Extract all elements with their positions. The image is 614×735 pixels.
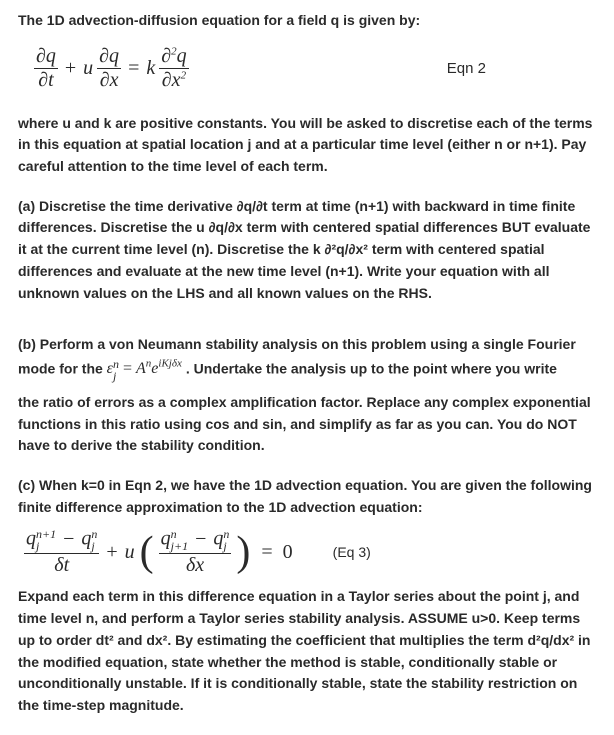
- equation-2-label: Eqn 2: [447, 57, 486, 80]
- dqdt-fraction: ∂q ∂t: [34, 46, 58, 91]
- part-b-post: . Undertake the analysis up to the point…: [186, 360, 557, 376]
- dqdx-fraction: ∂q ∂x: [97, 46, 121, 91]
- minus-op: −: [56, 528, 81, 550]
- d2qdx2-num: ∂2q: [159, 46, 188, 67]
- sub: j: [91, 540, 97, 552]
- q-symbol: q: [213, 528, 223, 550]
- q3-supsub: nj+1: [171, 528, 188, 552]
- eq3-t1-num: qn+1j − qnj: [24, 528, 99, 552]
- part-c-intro: (c) When k=0 in Eqn 2, we have the 1D ad…: [18, 475, 596, 518]
- fourier-mode-expression: εnj = AneiKjδx: [107, 360, 186, 377]
- eq3-term1: qn+1j − qnj δt: [24, 528, 99, 576]
- sub: j: [36, 540, 56, 552]
- plus-op: +: [103, 537, 120, 568]
- problem-page: The 1D advection-diffusion equation for …: [0, 0, 614, 735]
- plus-op: +: [62, 53, 79, 84]
- u-symbol: u: [83, 53, 93, 84]
- q-symbol: q: [161, 528, 171, 550]
- equals-op: =: [125, 53, 142, 84]
- sub: j+1: [171, 540, 188, 552]
- q2-supsub: nj: [91, 528, 97, 552]
- e-sup: iKjδx: [158, 358, 181, 370]
- q4-supsub: nj: [223, 528, 229, 552]
- left-paren: (: [139, 538, 155, 567]
- part-c-body: Expand each term in this difference equa…: [18, 586, 596, 716]
- sup-2: 2: [181, 69, 187, 81]
- equation-3: qn+1j − qnj δt + u ( qnj+1 − qnj δx ) = …: [24, 528, 371, 576]
- dqdt-num: ∂q: [34, 46, 58, 67]
- sub: j: [223, 540, 229, 552]
- dx-symbol: ∂x: [162, 69, 181, 91]
- right-paren: ): [235, 538, 251, 567]
- equation-2: ∂q ∂t + u ∂q ∂x = k ∂2q ∂x2: [34, 46, 189, 91]
- dqdx-num: ∂q: [97, 46, 121, 67]
- q-symbol: q: [26, 528, 36, 550]
- partial-symbol: ∂: [161, 45, 171, 67]
- where-paragraph: where u and k are positive constants. Yo…: [18, 113, 596, 178]
- dqdx-den: ∂x: [98, 70, 121, 91]
- k-symbol: k: [146, 53, 155, 84]
- minus-op: −: [188, 528, 213, 550]
- part-b-line1: (b) Perform a von Neumann stability anal…: [18, 334, 596, 382]
- q1-supsub: n+1j: [36, 528, 56, 552]
- eq3-t2-den: δx: [184, 555, 206, 576]
- q-symbol: q: [81, 528, 91, 550]
- A-symbol: A: [136, 360, 146, 377]
- u-symbol: u: [125, 537, 135, 568]
- equation-3-row: qn+1j − qnj δt + u ( qnj+1 − qnj δx ) = …: [24, 528, 596, 576]
- eq3-t1-den: δt: [52, 555, 71, 576]
- dqdt-den: ∂t: [36, 70, 55, 91]
- zero: 0: [283, 537, 293, 568]
- d2qdx2-fraction: ∂2q ∂x2: [159, 46, 188, 91]
- equation-2-row: ∂q ∂t + u ∂q ∂x = k ∂2q ∂x2: [34, 46, 596, 91]
- equation-3-label: (Eq 3): [333, 542, 371, 564]
- eq3-t2-num: qnj+1 − qnj: [159, 528, 232, 552]
- intro-text: The 1D advection-diffusion equation for …: [18, 10, 596, 32]
- equals-op: =: [255, 537, 278, 568]
- sup: n+1: [36, 528, 56, 540]
- d2qdx2-den: ∂x2: [160, 70, 188, 91]
- part-a-paragraph: (a) Discretise the time derivative ∂q/∂t…: [18, 196, 596, 304]
- part-b-continuation: the ratio of errors as a complex amplifi…: [18, 392, 596, 457]
- eq3-term2: qnj+1 − qnj δx: [159, 528, 232, 576]
- equals: =: [119, 360, 136, 377]
- q-symbol: q: [177, 45, 187, 67]
